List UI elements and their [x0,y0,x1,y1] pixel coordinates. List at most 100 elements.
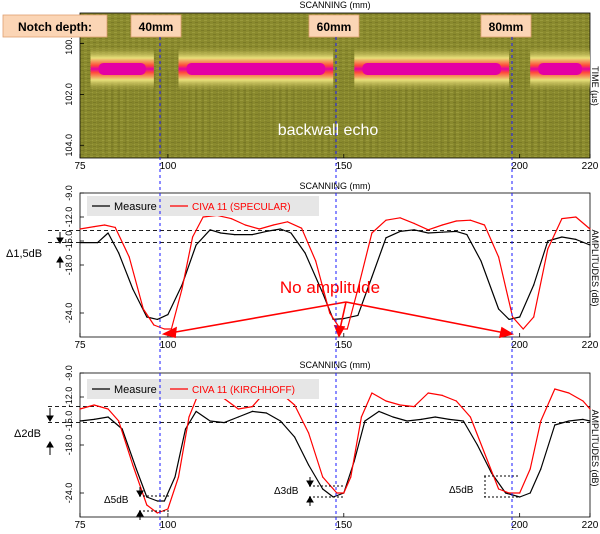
p3-series-civa-point [251,406,253,408]
p3-series-civa-point [167,508,169,510]
p3-series-measure-point [568,420,570,422]
bscan-ytick-label-100.0: 100.0 [64,32,74,55]
p3-series-civa-point [399,404,401,406]
p3-series-measure-point [420,418,422,420]
p3-series-civa-point [322,476,324,478]
p3-series-measure-point [265,412,267,414]
notch-position-lines [159,37,513,530]
p2-series-civa-point [498,256,500,258]
p2-series-civa-point [272,224,274,226]
p2-x-label: SCANNING (mm) [300,181,371,191]
p2-series-measure-point [399,230,401,232]
p2-series-civa-point [483,224,486,226]
p3-reference-lines [48,406,590,424]
p2-ytick-label--9.0: -9.0 [64,185,74,201]
p3-series-measure-point [308,464,310,466]
p3-ytick-label--24.0: -24.0 [64,483,74,504]
p3-series-measure-point [135,468,137,470]
p3-series-civa-point [107,408,109,410]
p2-series-civa-point [114,226,116,228]
p2-series-measure-point [508,318,510,320]
p2-x-ticks: 75 100 150 200 220 [74,333,599,351]
p3-series-civa-point [469,416,471,418]
p2-series-civa-point [315,260,317,262]
p3-series-measure-point [378,410,380,412]
p3-series-measure-point [462,420,464,422]
backwall-echo-label: backwall echo [278,122,379,139]
p3-series-measure-point [163,500,165,502]
p3-series-civa-point [177,476,180,478]
p2-series-civa-point [230,218,232,220]
p3-series-civa-point [156,512,158,514]
p2-series-measure-point [547,240,549,242]
p2-series-civa-point [511,316,514,318]
p3-series-measure-point [237,416,239,418]
p3-series-civa-point [519,492,521,494]
p3-series-civa-point [294,404,296,406]
p3-series-civa-point [146,504,148,506]
p3-series-measure-point [107,416,109,418]
bscan-x-ticks: 75 100 150 200 220 [74,154,599,172]
p3-notch-delta-3: Δ5dB [449,485,474,496]
p3-series-civa-point [118,420,120,422]
depth-60-box [308,14,360,38]
p2-series-measure-point [533,284,535,286]
bscan-echo-bands [90,46,590,91]
p3-series-measure-point [294,436,296,438]
bscan-xtick-label-100: 100 [160,161,177,172]
p3-legend-civa: CIVA 11 (KIRCHHOFF) [192,385,295,396]
p3-series-measure-point [519,496,521,498]
p3-notch-delta-1-marks [136,487,170,520]
p2-y-ticks: -9.0 -12.0 -15.0 -18.0 -24.0 [64,185,84,323]
bscan-y-label: TIME (µs) [590,66,600,106]
p2-series-civa-point [441,224,443,226]
p2-series-civa-point [93,226,95,228]
p2-series-measure-point [209,229,211,231]
p2-series-measure-point [195,244,197,246]
p2-series-civa-point [346,328,348,330]
p2-series-measure-point [480,260,482,262]
p2-series [79,214,591,330]
p2-xtick-label-100: 100 [160,340,177,351]
p2-series-civa-point [79,228,81,230]
p3-delta-left-label: Δ2dB [14,428,41,440]
p3-series-civa-point [350,476,352,478]
notch-depth-label: Notch depth: [18,20,92,34]
p3-series-measure-point [554,424,556,426]
p2-series-civa-point [104,224,106,226]
depth-40-box [130,14,182,38]
p3-series-measure-point [364,420,366,422]
p2-series-civa-point [371,232,373,234]
no-amplitude-label: No amplitude [280,278,380,297]
p2-series-measure-point [156,318,158,320]
p2-series-measure-point [575,238,577,240]
p2-series-civa-point [163,328,165,330]
p2-ytick-label--12.0: -12.0 [64,207,74,228]
p2-series-civa-point [413,222,415,224]
p3-series-civa-point [237,408,239,410]
p3-series-civa-point [371,392,373,394]
no-amplitude-arrows [161,301,515,339]
p2-series-measure-point [455,230,457,232]
p2-series-measure-point [146,316,148,318]
p3-series-civa-line [79,388,591,514]
p2-legend-civa: CIVA 11 (SPECULAR) [192,202,291,213]
p2-series-civa-point [547,248,549,250]
p3-x-ticks: 75 100 150 200 220 [74,513,599,531]
p2-series-measure-point [118,252,120,254]
p3-series-civa-point [188,416,190,418]
p3-ytick-label--18.0: -18.0 [64,435,74,456]
p2-series-measure-point [167,314,169,316]
p3-series-measure-point [251,410,253,412]
p3-series-civa-point [385,400,387,402]
p2-series-measure-point [132,288,134,290]
p2-series-civa-point [399,217,401,219]
p2-xtick-label-150: 150 [335,340,352,351]
p2-series-civa-point [385,219,387,221]
p2-series-measure-point [234,234,236,236]
p3-series-civa-point [582,400,584,402]
p2-series-measure-point [441,231,443,233]
p2-series-civa-point [561,218,563,220]
p2-series-measure-point [466,234,468,236]
p3-x-label: SCANNING (mm) [300,360,371,370]
